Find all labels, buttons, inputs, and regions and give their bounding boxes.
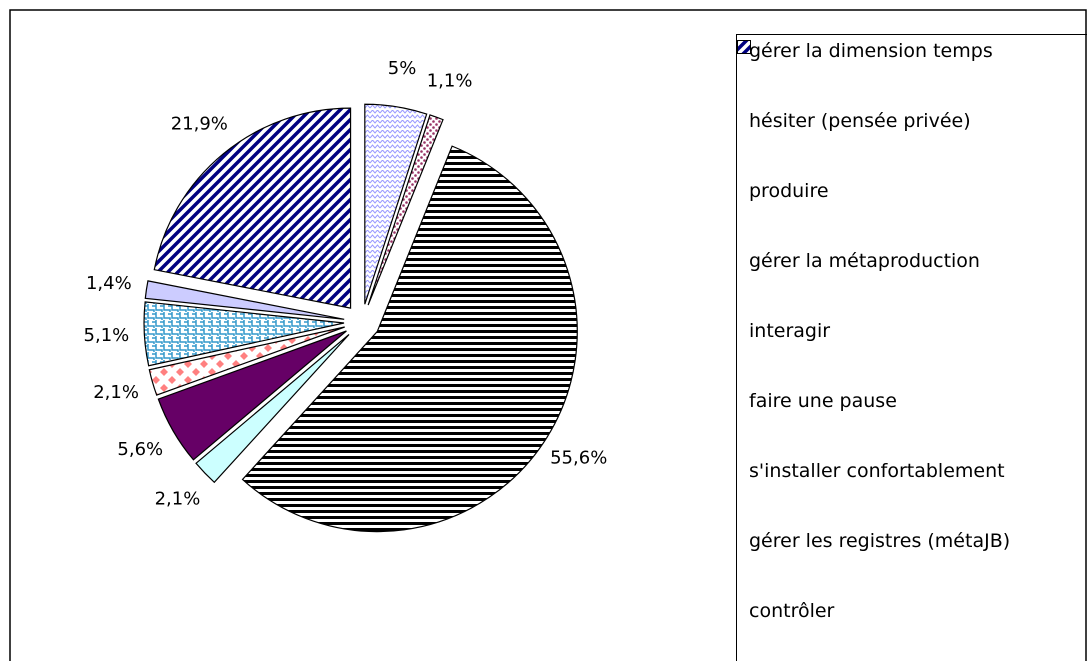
- legend-label: gérer la métaproduction: [749, 250, 980, 272]
- data-label: 1,1%: [427, 70, 473, 91]
- legend-label: gérer les registres (métaJB): [749, 530, 1011, 552]
- legend-label: produire: [749, 180, 829, 202]
- frame: [9, 9, 1087, 661]
- legend-swatch: [737, 40, 751, 54]
- legend-label: hésiter (pensée privée): [749, 110, 971, 132]
- pie-slice: [148, 326, 345, 396]
- pie-slice: [241, 145, 578, 533]
- pie-slice: [143, 301, 345, 367]
- legend-label: faire une pause: [749, 390, 897, 412]
- data-label: 2,1%: [155, 488, 201, 509]
- legend-item: produire: [737, 40, 1087, 249]
- pie-slice: [144, 280, 345, 320]
- legend: gérer la dimension temps hésiter (pensée …: [736, 34, 1087, 661]
- legend-label: contrôler: [749, 600, 835, 622]
- data-label: 5%: [388, 58, 417, 79]
- data-label: 55,6%: [550, 447, 607, 468]
- pie-slice: [153, 107, 352, 309]
- data-label: 5,6%: [117, 439, 163, 460]
- pie-slice: [364, 103, 428, 305]
- legend-item: s'installer confortablement: [737, 40, 1087, 529]
- pie-slice: [195, 334, 350, 484]
- legend-label: gérer la dimension temps: [749, 40, 993, 62]
- legend-item: interagir: [737, 40, 1087, 389]
- legend-label: s'installer confortablement: [749, 460, 1005, 482]
- pie-slice: [367, 114, 444, 306]
- data-label: 21,9%: [171, 113, 228, 134]
- legend-label: interagir: [749, 320, 831, 342]
- data-label: 2,1%: [93, 382, 139, 403]
- legend-item: contrôler: [737, 40, 1087, 661]
- legend-item: gérer les registres (métaJB): [737, 40, 1087, 599]
- data-label: 1,4%: [86, 273, 132, 294]
- legend-item: hésiter (pensée privée): [737, 40, 1087, 179]
- legend-item: gérer la métaproduction: [737, 40, 1087, 319]
- pie-slice: [157, 330, 347, 461]
- data-label: 5,1%: [84, 325, 130, 346]
- legend-item: faire une pause: [737, 40, 1087, 459]
- legend-item: gérer la dimension temps: [737, 39, 1087, 109]
